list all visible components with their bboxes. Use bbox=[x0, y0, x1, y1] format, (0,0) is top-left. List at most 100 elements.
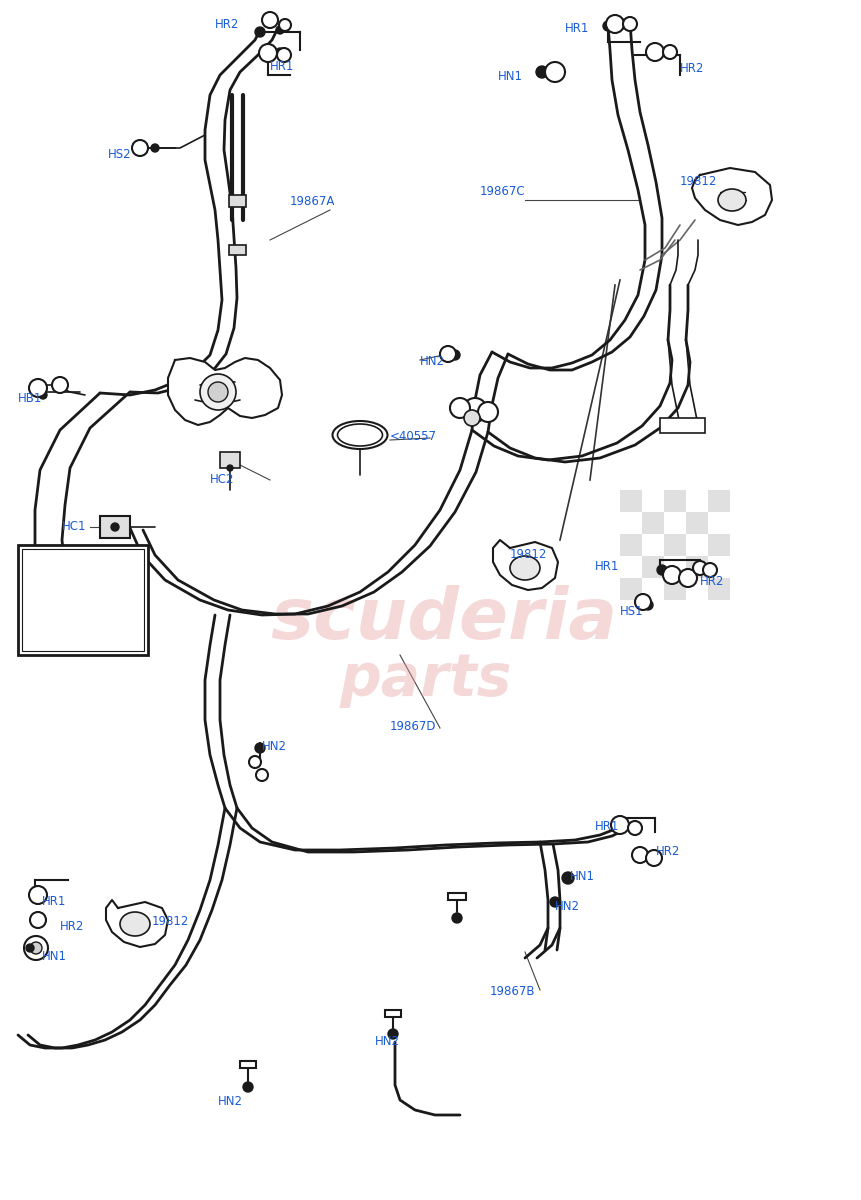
Circle shape bbox=[562, 872, 574, 884]
Bar bbox=[385, 1010, 401, 1018]
Bar bbox=[708, 512, 730, 534]
Circle shape bbox=[151, 144, 159, 152]
Text: HN2: HN2 bbox=[262, 740, 287, 754]
Bar bbox=[620, 578, 642, 600]
Circle shape bbox=[255, 743, 265, 754]
Bar bbox=[620, 490, 642, 512]
Bar bbox=[229, 194, 246, 206]
Text: 19867B: 19867B bbox=[490, 985, 536, 998]
Text: 19812: 19812 bbox=[680, 175, 717, 188]
Circle shape bbox=[632, 847, 648, 863]
Bar bbox=[686, 578, 708, 600]
Text: 19812: 19812 bbox=[510, 548, 548, 560]
Circle shape bbox=[24, 936, 48, 960]
Text: HN2: HN2 bbox=[555, 900, 580, 913]
Circle shape bbox=[623, 17, 637, 31]
Text: HC1: HC1 bbox=[62, 520, 86, 533]
Bar bbox=[620, 556, 642, 578]
Bar bbox=[664, 556, 686, 578]
Circle shape bbox=[29, 379, 47, 397]
Text: 19812: 19812 bbox=[152, 914, 189, 928]
Bar bbox=[708, 490, 730, 512]
Circle shape bbox=[39, 391, 47, 398]
Bar bbox=[240, 1061, 256, 1068]
Circle shape bbox=[463, 398, 487, 422]
Text: HN2: HN2 bbox=[218, 1094, 243, 1108]
Text: <40557: <40557 bbox=[390, 430, 437, 443]
Text: 19867A: 19867A bbox=[290, 194, 336, 208]
Circle shape bbox=[452, 913, 462, 923]
Bar bbox=[229, 245, 246, 254]
Circle shape bbox=[111, 523, 119, 530]
Circle shape bbox=[550, 898, 560, 907]
Ellipse shape bbox=[120, 912, 150, 936]
Polygon shape bbox=[493, 540, 558, 590]
Text: HR1: HR1 bbox=[42, 895, 66, 908]
Circle shape bbox=[635, 594, 651, 610]
Ellipse shape bbox=[718, 188, 746, 211]
Text: HR1: HR1 bbox=[565, 22, 590, 35]
Circle shape bbox=[657, 565, 667, 575]
Bar bbox=[100, 516, 130, 538]
Text: HN2: HN2 bbox=[420, 355, 445, 368]
Circle shape bbox=[643, 600, 653, 610]
Circle shape bbox=[279, 19, 291, 31]
Text: HS1: HS1 bbox=[620, 605, 644, 618]
Text: HR2: HR2 bbox=[656, 845, 680, 858]
Circle shape bbox=[440, 346, 456, 362]
Text: HN1: HN1 bbox=[498, 70, 523, 83]
Text: HR2: HR2 bbox=[215, 18, 239, 31]
Circle shape bbox=[388, 1028, 398, 1039]
Text: HR2: HR2 bbox=[60, 920, 84, 934]
Ellipse shape bbox=[332, 421, 387, 449]
Text: HR1: HR1 bbox=[595, 560, 619, 572]
Circle shape bbox=[478, 402, 498, 422]
Bar bbox=[22, 550, 144, 650]
Bar bbox=[642, 534, 664, 556]
Circle shape bbox=[200, 374, 236, 410]
Text: HR2: HR2 bbox=[680, 62, 704, 74]
Bar bbox=[664, 512, 686, 534]
Bar bbox=[642, 512, 664, 534]
Bar bbox=[220, 452, 240, 468]
Circle shape bbox=[693, 560, 707, 575]
Bar bbox=[664, 578, 686, 600]
Circle shape bbox=[628, 821, 642, 835]
Circle shape bbox=[256, 769, 268, 781]
Circle shape bbox=[227, 464, 233, 470]
Circle shape bbox=[606, 14, 624, 32]
Circle shape bbox=[29, 886, 47, 904]
Circle shape bbox=[262, 12, 278, 28]
Circle shape bbox=[243, 1082, 253, 1092]
Circle shape bbox=[663, 566, 681, 584]
Text: HN2: HN2 bbox=[375, 1034, 400, 1048]
Bar bbox=[642, 556, 664, 578]
Text: HR1: HR1 bbox=[595, 820, 619, 833]
Circle shape bbox=[450, 350, 460, 360]
Bar bbox=[686, 534, 708, 556]
Circle shape bbox=[603, 20, 613, 31]
Text: HN1: HN1 bbox=[570, 870, 595, 883]
Circle shape bbox=[703, 563, 717, 577]
Bar bbox=[660, 418, 705, 433]
Circle shape bbox=[545, 62, 565, 82]
Bar bbox=[620, 534, 642, 556]
Text: scuderia: scuderia bbox=[270, 586, 617, 654]
Bar bbox=[708, 534, 730, 556]
Ellipse shape bbox=[338, 424, 382, 446]
Circle shape bbox=[255, 26, 265, 37]
Circle shape bbox=[450, 398, 470, 418]
Circle shape bbox=[536, 66, 548, 78]
Circle shape bbox=[30, 888, 40, 898]
Circle shape bbox=[208, 382, 228, 402]
Circle shape bbox=[464, 410, 480, 426]
Ellipse shape bbox=[510, 556, 540, 580]
Text: parts: parts bbox=[340, 652, 512, 708]
Text: HS2: HS2 bbox=[108, 148, 132, 161]
Circle shape bbox=[617, 19, 627, 29]
Circle shape bbox=[646, 43, 664, 61]
Bar bbox=[708, 556, 730, 578]
Bar bbox=[686, 556, 708, 578]
Bar bbox=[686, 490, 708, 512]
Bar bbox=[18, 545, 148, 655]
